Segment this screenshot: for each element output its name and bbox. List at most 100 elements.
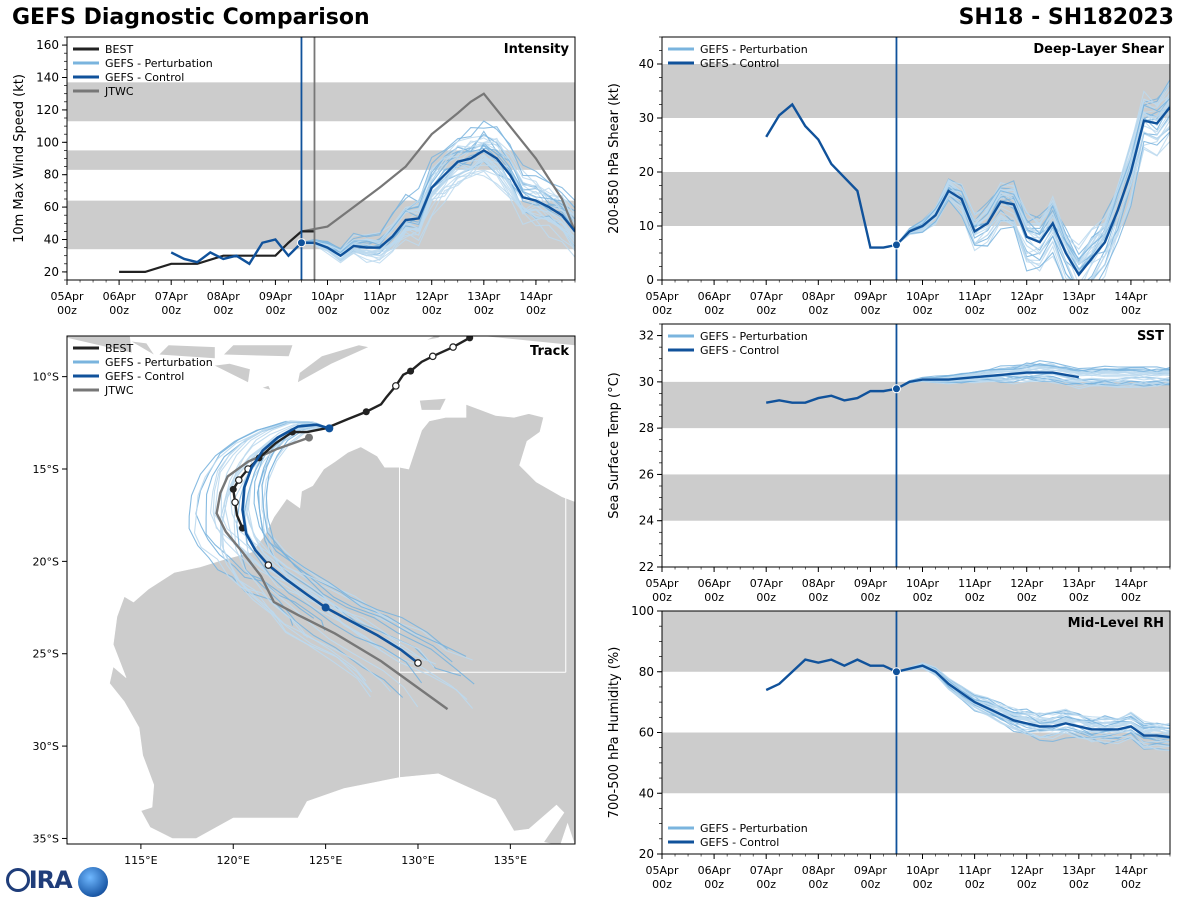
rh-title: Mid-Level RH bbox=[1068, 616, 1164, 631]
rh-xtick-date: 07Apr bbox=[750, 864, 784, 877]
sst-xtick-date: 05Apr bbox=[645, 577, 679, 590]
intensity-xtick-hour: 00z bbox=[213, 304, 233, 317]
intensity-xtick-hour: 00z bbox=[526, 304, 546, 317]
track-perturbation-line bbox=[223, 423, 381, 651]
intensity-xtick-date: 05Apr bbox=[50, 290, 84, 303]
shear-xtick-hour: 00z bbox=[1017, 304, 1037, 317]
track-jtwc-line bbox=[215, 436, 449, 711]
track-best-marker-open bbox=[449, 343, 457, 351]
track-jtwc-marker bbox=[304, 433, 313, 442]
shear-xtick-date: 13Apr bbox=[1062, 290, 1096, 303]
shear-xtick-hour: 00z bbox=[965, 304, 985, 317]
intensity-ytick-label: 100 bbox=[36, 135, 59, 149]
sst-xtick-date: 13Apr bbox=[1062, 577, 1096, 590]
track-best-marker-open bbox=[428, 352, 437, 361]
rh-perturbation-line bbox=[896, 662, 1170, 726]
intensity-xtick-date: 11Apr bbox=[363, 290, 397, 303]
sst-band bbox=[662, 474, 1170, 521]
sst-xtick-hour: 00z bbox=[1017, 591, 1037, 604]
shear-xtick-hour: 00z bbox=[756, 304, 776, 317]
shear-perturbation-line bbox=[896, 98, 1170, 260]
track-best-line bbox=[232, 336, 471, 529]
rh-xtick-date: 08Apr bbox=[802, 864, 836, 877]
intensity-xtick-date: 07Apr bbox=[155, 290, 189, 303]
logo-ring-icon bbox=[6, 868, 30, 892]
track-best-marker-open bbox=[392, 382, 400, 390]
track-perturbation-line bbox=[193, 422, 330, 638]
rh-perturbation-line bbox=[896, 666, 1170, 745]
sst-xtick-date: 14Apr bbox=[1114, 577, 1148, 590]
rh-ytick-label: 60 bbox=[639, 726, 654, 740]
sst-band bbox=[662, 381, 1170, 429]
rh-xtick-date: 06Apr bbox=[698, 864, 732, 877]
intensity-ytick-label: 140 bbox=[36, 71, 59, 85]
intensity-perturbation-line bbox=[301, 159, 575, 261]
rh-xtick-hour: 00z bbox=[1069, 878, 1089, 891]
intensity-band bbox=[67, 150, 575, 170]
intensity-perturbation-line bbox=[301, 140, 575, 252]
island bbox=[67, 336, 132, 353]
intensity-perturbation-line bbox=[301, 170, 575, 264]
intensity-perturbation-line bbox=[301, 147, 575, 254]
rh-xtick-date: 10Apr bbox=[906, 864, 940, 877]
rh-xtick-date: 05Apr bbox=[645, 864, 679, 877]
storm-id: SH18 - SH182023 bbox=[958, 5, 1174, 30]
shear-perturbation-line bbox=[896, 141, 1170, 280]
intensity-ytick-label: 160 bbox=[36, 38, 59, 52]
intensity-legend-label: GEFS - Control bbox=[105, 71, 184, 84]
track-perturbation-line bbox=[246, 424, 437, 665]
track-legend-label: GEFS - Perturbation bbox=[105, 356, 213, 369]
track-frame bbox=[66, 335, 576, 845]
sst-plot-area bbox=[662, 360, 1170, 521]
intensity-band bbox=[67, 82, 575, 122]
melville-island bbox=[419, 398, 446, 410]
sst-xtick-date: 12Apr bbox=[1010, 577, 1044, 590]
track-xtick-label: 125°E bbox=[309, 854, 342, 867]
sst-xtick-date: 10Apr bbox=[906, 577, 940, 590]
rh-ylabel: 700-500 hPa Humidity (%) bbox=[607, 647, 622, 819]
rh-xtick-hour: 00z bbox=[756, 878, 776, 891]
sst-xtick-hour: 00z bbox=[756, 591, 776, 604]
rh-perturbation-line bbox=[896, 663, 1170, 727]
island bbox=[427, 336, 441, 340]
shear-ytick-label: 0 bbox=[646, 273, 654, 287]
rh-xtick-hour: 00z bbox=[861, 878, 881, 891]
track-best-marker bbox=[466, 336, 474, 342]
track-ytick-label: 30°S bbox=[33, 740, 59, 753]
intensity-xtick-hour: 00z bbox=[266, 304, 286, 317]
rh-ytick-label: 20 bbox=[639, 847, 654, 861]
shear-band bbox=[662, 64, 1170, 118]
rh-perturbation-line bbox=[896, 667, 1170, 752]
rh-legend-label: GEFS - Perturbation bbox=[700, 822, 808, 835]
track-xtick-label: 130°E bbox=[401, 854, 434, 867]
intensity-jtwc-line bbox=[301, 92, 575, 233]
intensity-legend-label: BEST bbox=[105, 43, 133, 56]
sst-frame bbox=[661, 323, 1171, 568]
sst-xtick-hour: 00z bbox=[913, 591, 933, 604]
rh-xtick-date: 11Apr bbox=[958, 864, 992, 877]
track-ytick-label: 10°S bbox=[33, 371, 59, 384]
shear-perturbation-line bbox=[896, 131, 1170, 280]
shear-xtick-hour: 00z bbox=[1069, 304, 1089, 317]
intensity-perturbation-line bbox=[301, 155, 575, 261]
shear-band bbox=[662, 172, 1170, 226]
shear-xtick-date: 10Apr bbox=[906, 290, 940, 303]
page-title: GEFS Diagnostic Comparison bbox=[12, 5, 370, 30]
intensity-ytick-label: 80 bbox=[44, 168, 59, 182]
island bbox=[131, 341, 154, 355]
rh-xtick-date: 12Apr bbox=[1010, 864, 1044, 877]
shear-xtick-hour: 00z bbox=[913, 304, 933, 317]
rh-control-line bbox=[765, 658, 1170, 739]
track-perturbation-line bbox=[220, 421, 367, 625]
track-control-marker-open bbox=[414, 659, 422, 667]
island bbox=[159, 345, 215, 359]
shear-xtick-date: 08Apr bbox=[802, 290, 836, 303]
track-best-marker bbox=[407, 367, 415, 375]
track-legend-label: JTWC bbox=[104, 384, 134, 397]
sst-xtick-date: 06Apr bbox=[698, 577, 732, 590]
rh-xtick-hour: 00z bbox=[808, 878, 828, 891]
rh-xtick-hour: 00z bbox=[704, 878, 724, 891]
shear-ytick-label: 20 bbox=[639, 165, 654, 179]
intensity-xtick-date: 08Apr bbox=[207, 290, 241, 303]
rh-xtick-hour: 00z bbox=[1121, 878, 1141, 891]
